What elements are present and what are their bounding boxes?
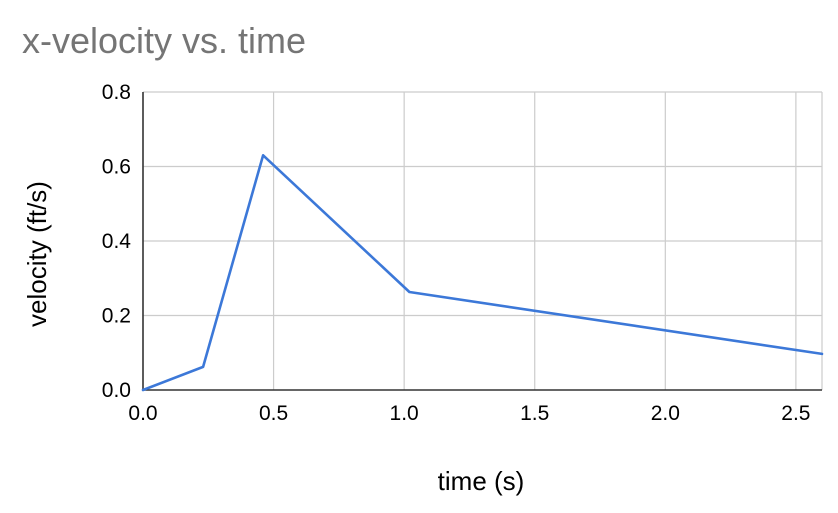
x-tick-label: 1.5 bbox=[520, 402, 549, 425]
axes bbox=[142, 92, 822, 391]
y-tick-label: 0.4 bbox=[102, 230, 132, 253]
y-axis-tick-labels: 0.0 0.2 0.4 0.6 0.8 bbox=[102, 81, 132, 402]
series-line bbox=[141, 154, 824, 392]
x-tick-label: 2.5 bbox=[781, 402, 810, 425]
y-tick-label: 0.6 bbox=[102, 156, 131, 179]
x-tick-label: 0.0 bbox=[128, 402, 157, 425]
x-tick-label: 1.0 bbox=[390, 402, 419, 425]
y-axis-title: velocity (ft/s) bbox=[22, 181, 52, 327]
chart-title: x-velocity vs. time bbox=[22, 20, 306, 61]
y-tick-label: 0.2 bbox=[102, 305, 131, 328]
series-layer bbox=[141, 154, 824, 392]
x-tick-label: 2.0 bbox=[651, 402, 680, 425]
x-axis-title: time (s) bbox=[438, 466, 525, 496]
gridlines bbox=[143, 91, 823, 390]
x-axis-tick-labels: 0.0 0.5 1.0 1.5 2.0 2.5 bbox=[128, 402, 810, 425]
y-tick-label: 0.0 bbox=[102, 379, 131, 402]
y-tick-label: 0.8 bbox=[102, 81, 131, 104]
x-tick-label: 0.5 bbox=[259, 402, 288, 425]
